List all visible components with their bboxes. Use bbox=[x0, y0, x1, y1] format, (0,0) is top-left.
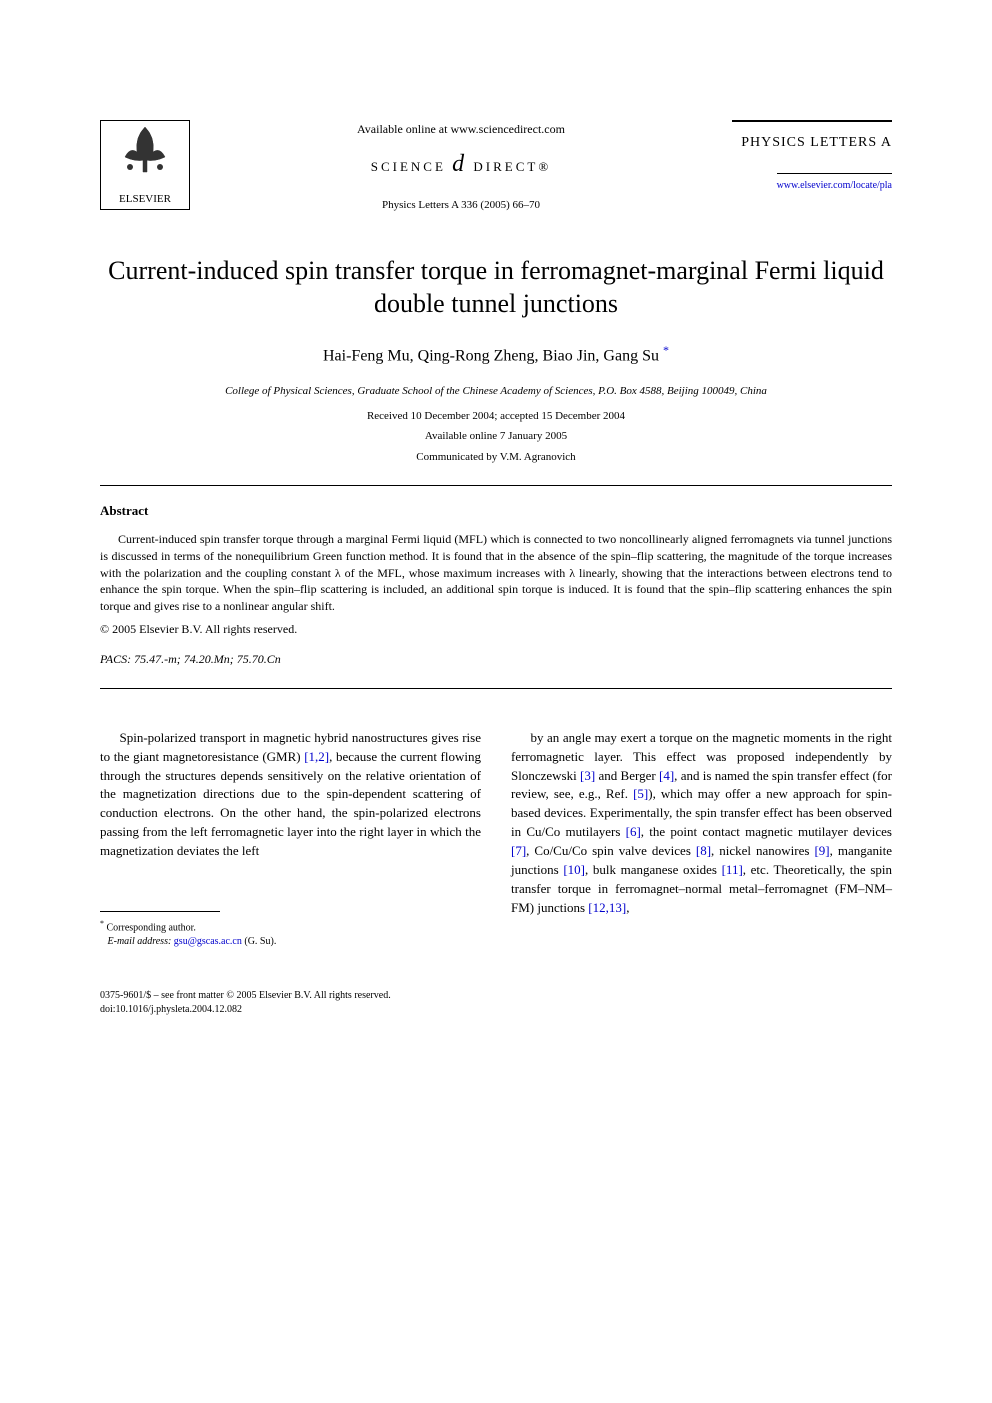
communicated-by: Communicated by V.M. Agranovich bbox=[100, 449, 892, 466]
pacs-codes: 75.47.-m; 74.20.Mn; 75.70.Cn bbox=[134, 652, 281, 666]
corresponding-author-label: Corresponding author. bbox=[107, 922, 196, 933]
publisher-logo: ELSEVIER bbox=[100, 120, 190, 210]
body-columns: Spin-polarized transport in magnetic hyb… bbox=[100, 729, 892, 949]
sd-right: DIRECT® bbox=[473, 159, 551, 174]
corresponding-star-icon: * bbox=[663, 343, 669, 357]
ref-link-5[interactable]: [5] bbox=[633, 786, 648, 801]
ref-link-6[interactable]: [6] bbox=[626, 824, 641, 839]
abstract-bottom-rule bbox=[100, 688, 892, 689]
sd-d-icon: d bbox=[452, 151, 467, 177]
pacs-line: PACS: 75.47.-m; 74.20.Mn; 75.70.Cn bbox=[100, 650, 892, 668]
issn-line: 0375-9601/$ – see front matter © 2005 El… bbox=[100, 989, 892, 1003]
right-col-text: by an angle may exert a torque on the ma… bbox=[511, 730, 892, 915]
science-direct-logo: SCIENCE d DIRECT® bbox=[210, 146, 712, 182]
ref-link-7[interactable]: [7] bbox=[511, 843, 526, 858]
left-column-para: Spin-polarized transport in magnetic hyb… bbox=[100, 729, 481, 861]
ref-link-4[interactable]: [4] bbox=[659, 768, 674, 783]
bottom-info: 0375-9601/$ – see front matter © 2005 El… bbox=[100, 989, 892, 1017]
affiliation: College of Physical Sciences, Graduate S… bbox=[100, 383, 892, 400]
abstract-heading: Abstract bbox=[100, 501, 892, 521]
author-list: Hai-Feng Mu, Qing-Rong Zheng, Biao Jin, … bbox=[323, 347, 659, 364]
header-row: ELSEVIER Available online at www.science… bbox=[100, 120, 892, 214]
ref-link-9[interactable]: [9] bbox=[814, 843, 829, 858]
left-col-text: Spin-polarized transport in magnetic hyb… bbox=[100, 730, 481, 858]
available-online-text: Available online at www.sciencedirect.co… bbox=[210, 120, 712, 138]
sd-left: SCIENCE bbox=[371, 159, 446, 174]
abstract-top-rule bbox=[100, 485, 892, 486]
ref-link-3[interactable]: [3] bbox=[580, 768, 595, 783]
ref-link-11[interactable]: [11] bbox=[722, 862, 743, 877]
email-link[interactable]: gsu@gscas.ac.cn bbox=[174, 936, 242, 947]
copyright-text: © 2005 Elsevier B.V. All rights reserved… bbox=[100, 620, 892, 638]
doi-line: doi:10.1016/j.physleta.2004.12.082 bbox=[100, 1003, 892, 1017]
email-label: E-mail address: bbox=[108, 936, 172, 947]
abstract-text: Current-induced spin transfer torque thr… bbox=[100, 531, 892, 615]
ref-link-10[interactable]: [10] bbox=[563, 862, 585, 877]
ref-link-12-13[interactable]: [12,13] bbox=[588, 900, 626, 915]
left-column: Spin-polarized transport in magnetic hyb… bbox=[100, 729, 481, 949]
footnote-rule bbox=[100, 911, 220, 912]
pacs-label: PACS: bbox=[100, 652, 131, 666]
journal-name: PHYSICS LETTERS A bbox=[732, 132, 892, 153]
footnote-star-icon: * bbox=[100, 919, 104, 928]
journal-url-link[interactable]: www.elsevier.com/locate/pla bbox=[777, 173, 892, 193]
right-column-para: by an angle may exert a torque on the ma… bbox=[511, 729, 892, 917]
ref-link-8[interactable]: [8] bbox=[696, 843, 711, 858]
article-title: Current-induced spin transfer torque in … bbox=[100, 254, 892, 322]
ref-link-1-2[interactable]: [1,2] bbox=[304, 749, 329, 764]
authors: Hai-Feng Mu, Qing-Rong Zheng, Biao Jin, … bbox=[100, 341, 892, 368]
right-header: PHYSICS LETTERS A www.elsevier.com/locat… bbox=[732, 120, 892, 195]
center-header: Available online at www.sciencedirect.co… bbox=[190, 120, 732, 214]
publisher-name: ELSEVIER bbox=[119, 191, 171, 208]
elsevier-tree-icon bbox=[115, 122, 175, 189]
email-name: (G. Su). bbox=[244, 936, 276, 947]
right-column: by an angle may exert a torque on the ma… bbox=[511, 729, 892, 949]
received-date: Received 10 December 2004; accepted 15 D… bbox=[100, 408, 892, 425]
footnote: * Corresponding author. E-mail address: … bbox=[100, 918, 481, 949]
journal-reference: Physics Letters A 336 (2005) 66–70 bbox=[210, 197, 712, 214]
online-date: Available online 7 January 2005 bbox=[100, 428, 892, 445]
right-header-rule bbox=[732, 120, 892, 122]
